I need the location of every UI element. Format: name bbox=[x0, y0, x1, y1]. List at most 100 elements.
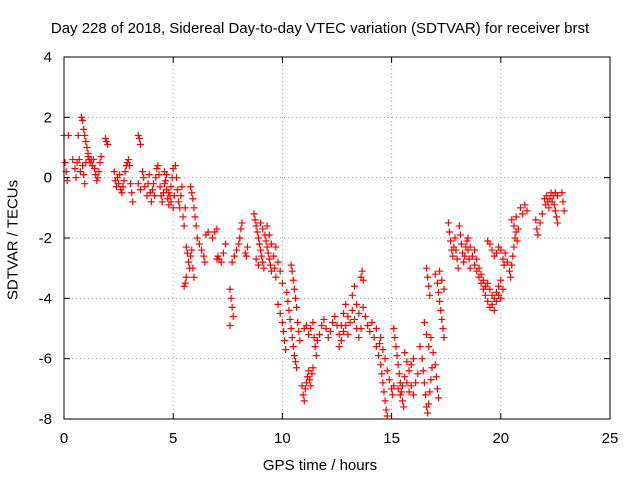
data-point bbox=[238, 219, 246, 227]
data-point bbox=[501, 249, 509, 257]
data-point bbox=[370, 334, 378, 342]
data-point bbox=[301, 385, 309, 393]
data-point bbox=[348, 291, 356, 299]
data-point bbox=[252, 255, 260, 263]
data-point bbox=[71, 165, 79, 173]
data-point bbox=[126, 162, 134, 170]
data-point bbox=[534, 231, 542, 239]
data-point bbox=[439, 325, 447, 332]
data-point bbox=[456, 231, 464, 239]
data-point bbox=[287, 261, 295, 269]
data-point bbox=[156, 183, 164, 191]
data-point bbox=[312, 352, 320, 360]
data-point bbox=[271, 264, 279, 272]
data-point bbox=[276, 309, 284, 317]
data-point bbox=[296, 337, 304, 345]
data-point bbox=[380, 388, 388, 396]
data-point bbox=[357, 325, 365, 332]
data-point bbox=[191, 213, 199, 221]
data-point bbox=[519, 210, 527, 218]
data-point bbox=[329, 318, 337, 326]
data-point bbox=[346, 318, 354, 326]
data-point bbox=[440, 285, 448, 293]
data-point bbox=[262, 237, 270, 245]
data-point bbox=[292, 358, 300, 366]
data-point bbox=[151, 192, 159, 200]
data-point bbox=[409, 355, 417, 363]
data-point bbox=[305, 367, 313, 375]
data-point bbox=[288, 334, 296, 342]
data-point bbox=[401, 373, 409, 381]
data-point bbox=[335, 343, 343, 351]
data-point bbox=[143, 192, 151, 200]
data-point bbox=[129, 198, 137, 206]
data-point bbox=[136, 186, 144, 194]
data-point bbox=[136, 140, 144, 148]
data-point bbox=[484, 297, 492, 305]
data-point bbox=[204, 228, 212, 236]
data-point bbox=[127, 180, 135, 188]
data-point bbox=[372, 343, 380, 351]
data-point bbox=[424, 409, 432, 417]
data-point bbox=[263, 243, 271, 251]
data-point bbox=[523, 207, 531, 215]
data-point bbox=[405, 367, 413, 375]
data-point bbox=[181, 279, 189, 287]
data-point bbox=[217, 258, 225, 266]
data-point bbox=[181, 204, 189, 212]
data-point bbox=[316, 331, 324, 339]
data-point bbox=[412, 379, 420, 387]
data-point bbox=[405, 388, 413, 396]
data-point bbox=[418, 355, 426, 363]
data-point bbox=[289, 343, 297, 351]
data-point bbox=[510, 222, 518, 230]
data-point bbox=[76, 168, 84, 176]
data-point bbox=[394, 385, 402, 393]
data-point bbox=[500, 261, 508, 269]
data-point bbox=[141, 183, 149, 191]
data-point bbox=[492, 249, 500, 257]
data-point bbox=[372, 325, 380, 332]
data-point bbox=[409, 391, 417, 399]
data-point bbox=[213, 225, 221, 233]
x-tick-label: 15 bbox=[383, 430, 400, 447]
data-point bbox=[284, 297, 292, 305]
data-point bbox=[158, 198, 166, 206]
data-point bbox=[167, 198, 175, 206]
data-point bbox=[169, 204, 177, 212]
data-point bbox=[536, 219, 544, 227]
data-point bbox=[294, 318, 302, 326]
data-point bbox=[77, 113, 85, 121]
data-point bbox=[309, 318, 317, 326]
data-point bbox=[506, 267, 514, 275]
data-point bbox=[350, 315, 358, 323]
data-point bbox=[286, 315, 294, 323]
y-tick-label: -4 bbox=[39, 290, 52, 307]
data-point bbox=[272, 243, 280, 251]
data-point bbox=[516, 204, 524, 212]
data-point bbox=[379, 379, 387, 387]
data-point bbox=[183, 249, 191, 257]
data-point bbox=[147, 198, 155, 206]
data-point bbox=[121, 168, 129, 176]
data-point bbox=[426, 291, 434, 299]
data-point bbox=[344, 312, 352, 320]
data-point bbox=[270, 252, 278, 260]
data-point bbox=[95, 168, 103, 176]
data-point bbox=[254, 261, 262, 269]
data-point bbox=[187, 183, 195, 191]
data-point bbox=[383, 367, 391, 375]
data-point bbox=[278, 279, 286, 287]
data-point bbox=[255, 240, 263, 248]
data-point bbox=[381, 355, 389, 363]
data-point bbox=[101, 134, 109, 142]
data-point bbox=[82, 137, 90, 145]
axis-ticks: 0 5 10 15 20 25 -8 -6 -4 -2 0 2 4 bbox=[39, 49, 619, 447]
data-point bbox=[81, 131, 89, 139]
data-point bbox=[237, 225, 245, 233]
data-point bbox=[453, 255, 461, 263]
data-point bbox=[335, 331, 343, 339]
data-point bbox=[110, 168, 118, 176]
data-point bbox=[188, 189, 196, 197]
data-point bbox=[390, 325, 398, 332]
